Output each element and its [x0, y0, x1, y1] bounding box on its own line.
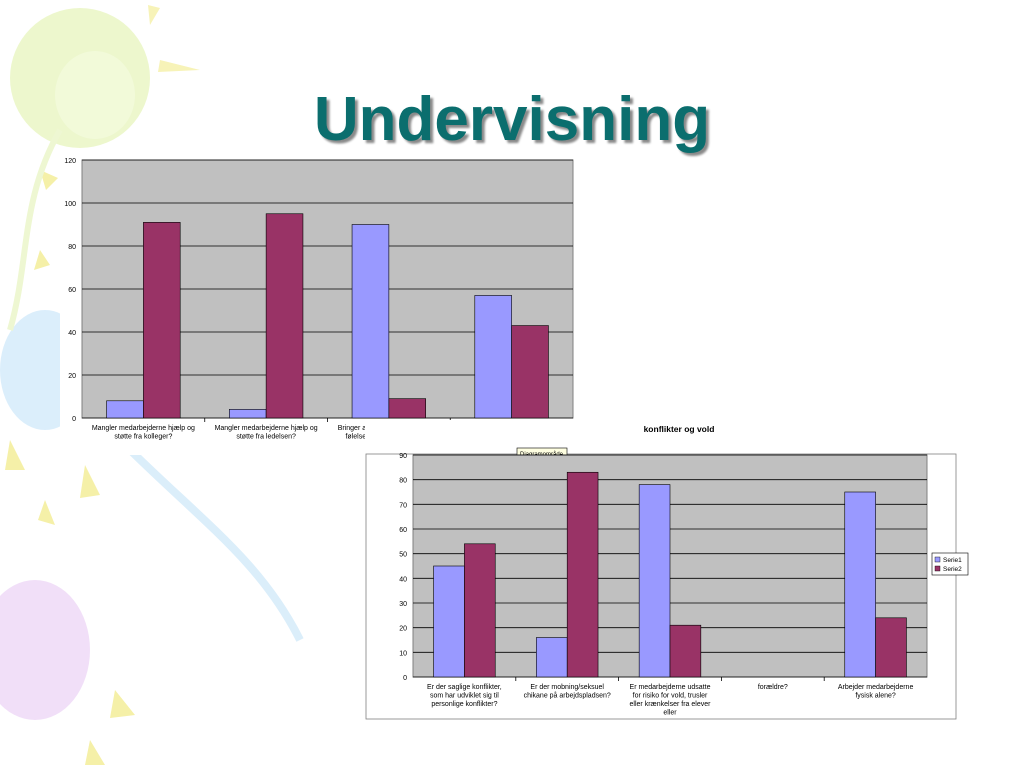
- chart-undervisning-1[interactable]: 0 20 40 60 80 100 120 Mangler medarbejderne hjæ…: [60, 155, 590, 455]
- x-category-label: Er der saglige konflikter,: [427, 684, 502, 691]
- bar[interactable]: [669, 624, 702, 678]
- legend-label: Serie1: [943, 557, 962, 564]
- legend-swatch: [934, 556, 941, 563]
- y-tick-label: 60: [399, 527, 407, 534]
- x-category-label: personlige konflikter?: [431, 701, 497, 708]
- x-category-label: eller krænkelser fra elever: [630, 701, 712, 708]
- y-tick-label: 40: [399, 576, 407, 583]
- bar[interactable]: [229, 409, 267, 419]
- y-tick-label: 20: [68, 373, 76, 380]
- x-category-label: støtte fra kolleger?: [114, 434, 172, 441]
- x-category-label: som har udviklet sig til: [430, 693, 499, 700]
- bar[interactable]: [875, 617, 907, 678]
- x-category-label: fysisk alene?: [855, 693, 896, 700]
- chart-konflikter-og-vold[interactable]: konflikter og voldDiagramområde010203040…: [365, 420, 975, 720]
- y-tick-label: 0: [72, 416, 76, 423]
- y-tick-label: 20: [399, 626, 407, 633]
- bar[interactable]: [464, 543, 496, 678]
- legend-swatch: [934, 565, 941, 572]
- bar[interactable]: [844, 491, 876, 678]
- y-tick-label: 80: [399, 478, 407, 485]
- y-tick-label: 40: [68, 330, 76, 337]
- legend-label: Serie2: [943, 566, 962, 573]
- y-tick-label: 0: [403, 675, 407, 682]
- y-tick-label: 100: [64, 201, 76, 208]
- x-category-label: for risiko for vold, trusler: [633, 693, 708, 700]
- bar[interactable]: [106, 400, 144, 419]
- y-tick-label: 30: [399, 601, 407, 608]
- x-category-label: støtte fra ledelsen?: [236, 434, 296, 441]
- balloon-string-decoration: [117, 437, 304, 642]
- bar[interactable]: [638, 484, 671, 678]
- bar[interactable]: [536, 637, 568, 678]
- bar[interactable]: [143, 222, 181, 419]
- y-tick-label: 50: [399, 552, 407, 559]
- y-tick-label: 90: [399, 453, 407, 460]
- bar[interactable]: [351, 224, 390, 419]
- x-category-label: Er der mobning/seksuel: [530, 684, 604, 691]
- legend: Serie1 Serie2: [931, 552, 969, 576]
- slide-title: Undervisning: [313, 85, 711, 154]
- chart-title: konflikter og vold: [644, 424, 715, 434]
- x-category-label: chikane på arbejdspladsen?: [524, 692, 611, 700]
- x-category-label: Arbejder medarbejderne: [838, 684, 914, 691]
- x-category-label: Er medarbejderne udsatte: [630, 684, 711, 691]
- bar[interactable]: [511, 325, 549, 419]
- y-tick-label: 60: [68, 287, 76, 294]
- bar[interactable]: [566, 471, 599, 678]
- bar[interactable]: [433, 565, 465, 678]
- chart-border: [365, 453, 957, 720]
- sun-ray-decoration: [148, 5, 160, 25]
- x-category-label: forældre?: [758, 684, 788, 691]
- balloon-purple-decoration: [0, 580, 90, 720]
- legend-box: [931, 552, 969, 576]
- x-category-label: Mangler medarbejderne hjælp og: [92, 425, 195, 432]
- x-category-label: Mangler medarbejderne hjælp og: [215, 425, 318, 432]
- y-tick-label: 120: [64, 158, 76, 165]
- y-tick-label: 80: [68, 244, 76, 251]
- bar[interactable]: [474, 295, 512, 419]
- x-category-label: eller: [663, 710, 677, 717]
- bar[interactable]: [265, 213, 304, 419]
- y-tick-label: 10: [399, 650, 407, 657]
- bar[interactable]: [388, 398, 427, 419]
- y-tick-label: 70: [399, 502, 407, 509]
